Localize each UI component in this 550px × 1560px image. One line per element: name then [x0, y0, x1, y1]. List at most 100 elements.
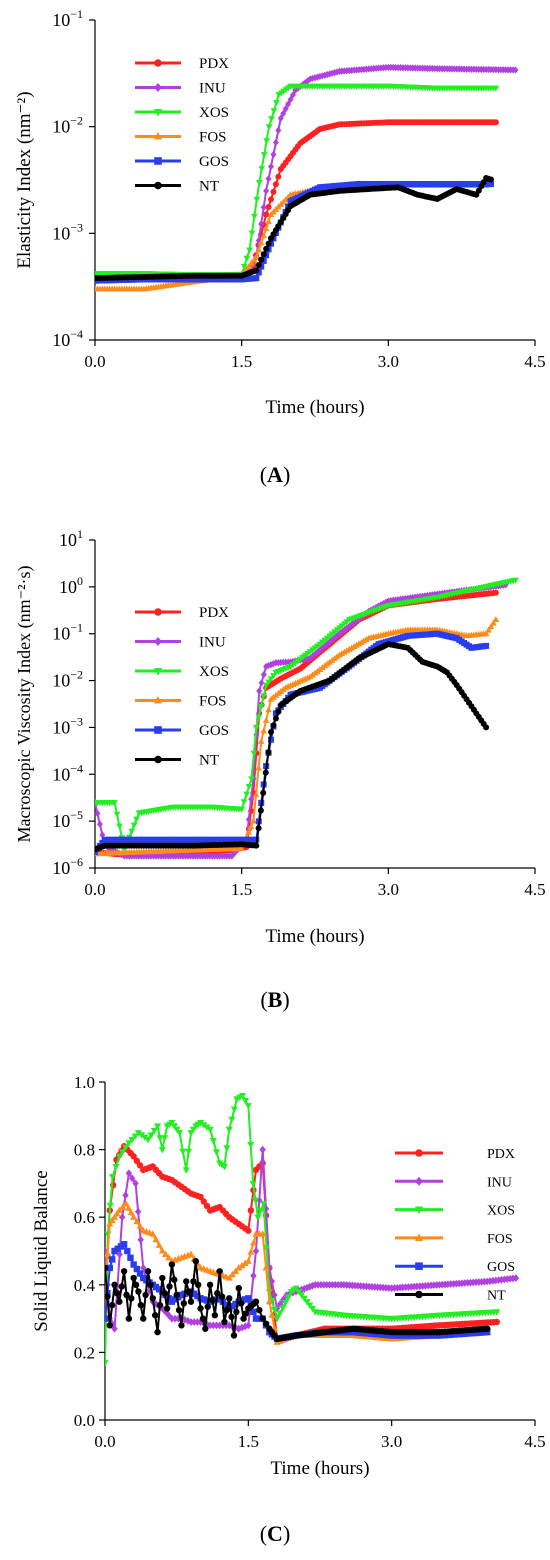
- data-point-inu: [134, 1207, 142, 1216]
- data-point-nt: [163, 1305, 171, 1312]
- data-point-xos: [255, 180, 263, 187]
- data-point-inu: [96, 820, 103, 828]
- data-point-inu: [268, 163, 274, 171]
- data-point-inu: [280, 1295, 287, 1304]
- legend-marker-pdx-a: [154, 59, 162, 67]
- data-point-gos: [127, 1254, 134, 1261]
- data-point-gos: [133, 1265, 141, 1273]
- data-point-xos: [134, 1130, 142, 1137]
- series-markers-fos-b: [95, 616, 500, 857]
- data-point-fos: [482, 630, 490, 637]
- data-point-xos: [133, 816, 140, 823]
- data-point-xos: [115, 1153, 123, 1161]
- series-markers-nt-c: [105, 1257, 491, 1343]
- data-point-inu: [307, 654, 314, 662]
- data-point-inu: [245, 1321, 252, 1330]
- series-markers-xos-c: [105, 1092, 501, 1367]
- data-point-gos: [120, 1241, 128, 1248]
- series-markers-pdx-c: [105, 1143, 500, 1343]
- data-point-pdx: [200, 1198, 207, 1205]
- data-point-nt: [116, 1298, 123, 1305]
- data-point-nt: [214, 1290, 221, 1297]
- y-tick-label-a: 10−2: [52, 114, 83, 137]
- data-point-nt: [255, 261, 262, 268]
- series-line-inu-b: [95, 583, 506, 857]
- data-point-nt: [120, 1268, 128, 1275]
- series-line-fos-b: [95, 619, 497, 855]
- data-point-nt: [149, 1295, 156, 1302]
- x-tick-label-b: 0.0: [84, 880, 105, 899]
- data-point-pdx: [133, 1157, 141, 1165]
- data-point-nt: [178, 1322, 185, 1329]
- data-point-inu: [277, 114, 284, 122]
- data-point-nt: [483, 724, 490, 731]
- legend-label-xos-c: XOS: [487, 1204, 515, 1219]
- data-point-inu: [512, 66, 519, 74]
- data-point-inu: [263, 187, 270, 195]
- data-point-xos: [253, 196, 261, 203]
- data-point-fos: [158, 1247, 166, 1254]
- data-point-xos: [131, 1133, 139, 1140]
- data-point-inu: [122, 1191, 129, 1200]
- data-point-nt: [166, 1283, 173, 1290]
- data-point-nt: [202, 1325, 209, 1332]
- series-markers-nt-a: [95, 175, 494, 282]
- data-point-xos: [168, 1120, 176, 1127]
- x-axis-title-c: Time (hours): [270, 1458, 369, 1479]
- y-tick-label-a: 10−1: [52, 7, 83, 30]
- data-point-fos: [262, 1264, 270, 1271]
- data-point-nt: [106, 1322, 113, 1329]
- legend-label-xos-b: XOS: [199, 664, 229, 680]
- data-point-inu: [226, 1321, 233, 1330]
- data-point-nt: [209, 1296, 216, 1304]
- data-point-nt: [156, 1301, 164, 1309]
- data-point-nt: [270, 722, 277, 729]
- legend-label-xos-a: XOS: [199, 105, 229, 121]
- data-point-xos: [144, 1136, 152, 1144]
- data-point-xos: [268, 116, 275, 123]
- data-point-nt: [137, 1301, 145, 1309]
- data-point-inu: [304, 77, 311, 85]
- legend-label-gos-b: GOS: [199, 723, 229, 739]
- y-tick-label-b: 10−3: [52, 714, 83, 737]
- data-point-fos: [487, 623, 495, 630]
- data-point-xos: [185, 1148, 193, 1156]
- data-point-xos: [270, 673, 277, 680]
- data-point-xos: [250, 750, 258, 757]
- data-point-nt: [130, 1274, 137, 1282]
- data-point-fos: [149, 1230, 157, 1237]
- y-tick-label-a: 10−3: [52, 220, 83, 243]
- data-point-xos: [122, 1144, 130, 1152]
- panel-label-b: (B): [260, 987, 290, 1012]
- data-point-fos: [108, 1216, 116, 1224]
- data-point-fos: [490, 619, 497, 626]
- data-point-nt: [142, 1291, 149, 1299]
- y-axis-title-a: Elasticity Index (nm⁻²): [14, 91, 35, 268]
- data-point-fos: [245, 262, 253, 269]
- data-point-nt: [272, 715, 279, 722]
- data-point-inu: [245, 815, 252, 824]
- data-point-xos: [306, 1302, 314, 1309]
- data-point-fos: [122, 1199, 130, 1207]
- data-point-fos: [245, 828, 253, 835]
- legend-marker-fos-c: [414, 1233, 424, 1241]
- data-point-xos: [303, 1299, 311, 1306]
- x-tick-label-a: 3.0: [378, 352, 399, 371]
- data-point-inu: [260, 203, 267, 212]
- data-point-nt: [233, 1308, 240, 1316]
- data-point-fos: [250, 256, 258, 263]
- data-point-gos: [255, 269, 262, 276]
- data-point-fos: [262, 716, 270, 723]
- data-point-xos: [260, 1201, 268, 1208]
- x-tick-label-c: 4.5: [524, 1432, 545, 1451]
- data-point-nt: [218, 1293, 226, 1300]
- legend-label-fos-a: FOS: [199, 130, 227, 146]
- data-point-nt: [125, 1315, 133, 1322]
- data-point-inu: [260, 671, 267, 679]
- y-tick-label-b: 10−1: [52, 621, 83, 644]
- data-point-fos: [238, 1261, 246, 1269]
- legend-marker-gos-a: [154, 157, 162, 165]
- x-tick-label-c: 1.5: [238, 1432, 259, 1451]
- y-tick-label-c: 0.6: [74, 1208, 95, 1227]
